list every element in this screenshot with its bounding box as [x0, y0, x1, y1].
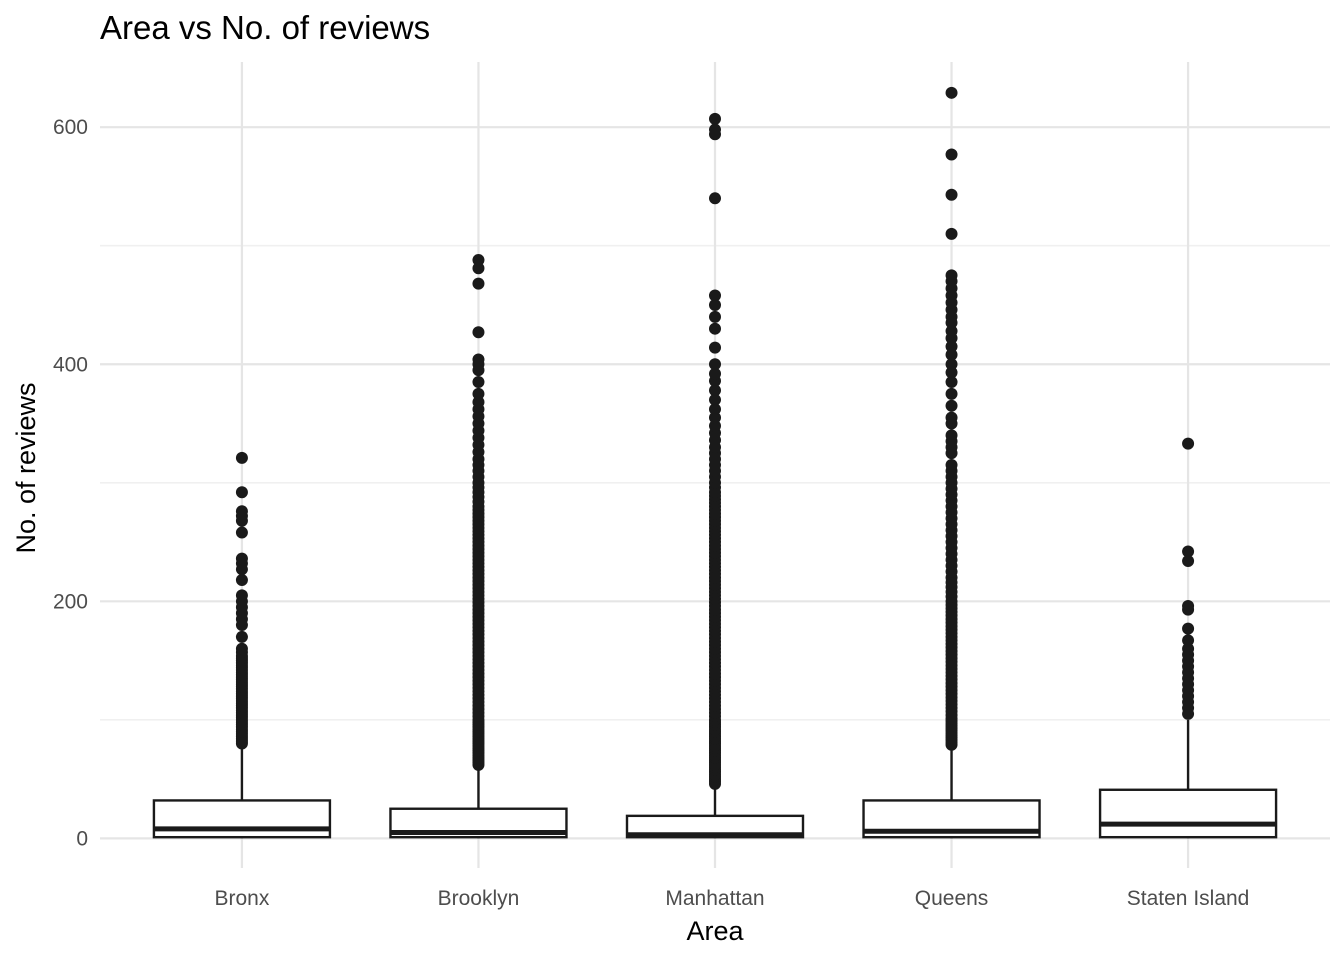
outlier-point [945, 411, 958, 424]
outlier-point [945, 376, 958, 389]
outlier-point [709, 393, 721, 406]
outlier-point [472, 353, 485, 366]
outlier-point [235, 642, 248, 655]
outlier-point [709, 384, 721, 397]
outlier-point [709, 123, 721, 136]
outlier-point [472, 326, 485, 339]
outlier-point [235, 486, 248, 499]
outlier-point [472, 262, 485, 275]
x-axis-tick-labels: Bronx Brooklyn Manhattan Queens Staten Islan… [214, 887, 1249, 910]
outlier-point [472, 387, 485, 400]
y-tick-label: 200 [53, 590, 88, 613]
outlier-point [945, 188, 958, 201]
outlier-point [1182, 555, 1195, 568]
outlier-point [709, 403, 721, 416]
outlier-point [709, 192, 721, 205]
outlier-point [1182, 642, 1195, 655]
box-bronx [152, 451, 332, 839]
outlier-point [709, 322, 721, 335]
y-tick-label: 400 [53, 353, 88, 376]
iqr-box [152, 799, 332, 839]
outlier-point [472, 396, 485, 409]
outlier-point [235, 451, 248, 464]
outlier-point [945, 429, 958, 442]
outlier-point [709, 367, 721, 380]
outlier-point [472, 253, 485, 266]
outlier-point [709, 289, 721, 302]
outlier-point [945, 325, 958, 338]
outlier-point [235, 552, 248, 565]
outlier-point [1182, 634, 1195, 647]
y-tick-label: 600 [53, 116, 88, 139]
outlier-point [945, 387, 958, 400]
y-axis-tick-labels: 0 200 400 600 [53, 116, 88, 850]
outlier-point [945, 340, 958, 353]
x-tick-label: Staten Island [1127, 887, 1250, 910]
outlier-point [709, 298, 721, 311]
box-manhattan [625, 112, 805, 839]
x-tick-label: Queens [915, 887, 989, 910]
outlier-point [1182, 437, 1195, 450]
box-plot-series [152, 86, 1278, 839]
outlier-point [709, 419, 721, 432]
outlier-point [235, 589, 248, 602]
outlier-point [709, 112, 721, 125]
outlier-point [945, 86, 958, 99]
outlier-point [945, 399, 958, 412]
outlier-point [472, 277, 485, 290]
outlier-point [1182, 600, 1195, 613]
outlier-point [1182, 622, 1195, 635]
y-tick-label: 0 [76, 827, 88, 850]
outlier-point [709, 358, 721, 371]
x-tick-label: Brooklyn [438, 887, 520, 910]
outlier-point [709, 411, 721, 424]
outlier-point [709, 310, 721, 323]
outlier-point [945, 269, 958, 282]
outlier-point [235, 573, 248, 586]
chart-title: Area vs No. of reviews [100, 9, 430, 46]
outlier-point [235, 505, 248, 518]
x-tick-label: Bronx [214, 887, 269, 910]
outlier-point [1182, 545, 1195, 558]
outlier-point [945, 366, 958, 379]
y-axis-label: No. of reviews [11, 382, 41, 553]
iqr-box [1098, 788, 1278, 839]
outlier-point [709, 341, 721, 354]
outlier-point [945, 348, 958, 361]
outlier-point [235, 526, 248, 539]
box-staten-island [1098, 437, 1278, 839]
outlier-point [472, 376, 485, 389]
x-axis-label: Area [686, 916, 744, 946]
box-queens [862, 86, 1041, 839]
x-tick-label: Manhattan [665, 887, 764, 910]
box-brooklyn [389, 253, 568, 839]
outlier-point [945, 459, 958, 471]
outlier-point [945, 148, 958, 161]
outlier-point [945, 358, 958, 371]
outlier-point [945, 227, 958, 240]
outlier-point [235, 630, 248, 643]
